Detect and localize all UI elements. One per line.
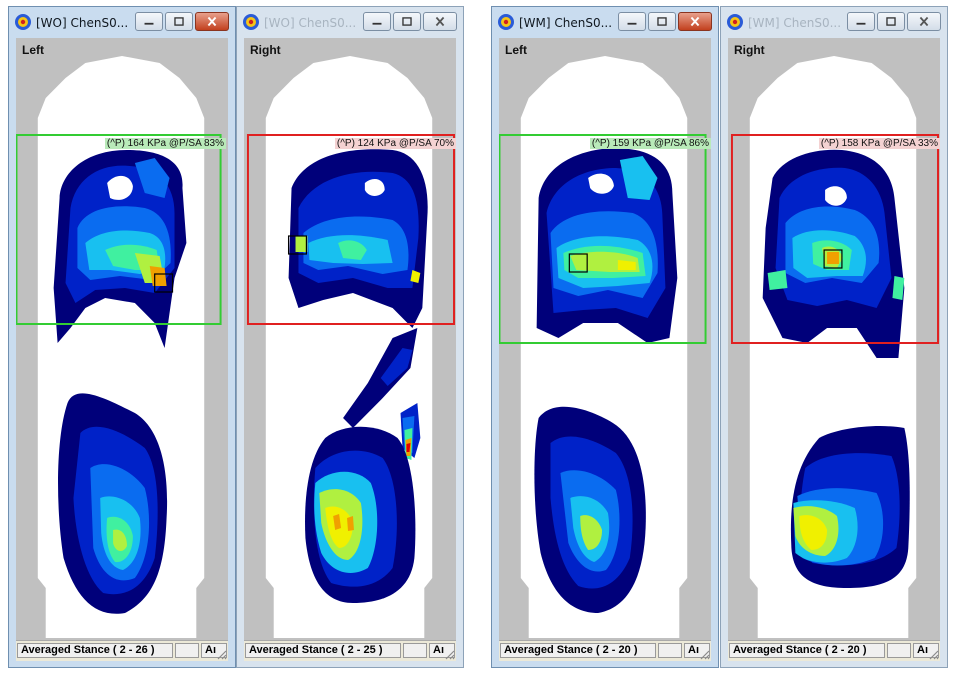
close-icon xyxy=(919,16,929,27)
roi-box[interactable] xyxy=(730,134,940,344)
forefoot-pressure xyxy=(53,150,187,348)
pressure-map[interactable]: Right (^P) 158 KPa @P/SA 33% xyxy=(728,38,940,642)
maximize-button[interactable] xyxy=(648,12,676,31)
insole-outline xyxy=(499,38,711,642)
status-empty-cell xyxy=(403,643,427,658)
insole-outline xyxy=(728,38,940,642)
status-empty-cell xyxy=(175,643,199,658)
pressure-window-wm-right[interactable]: [WM] ChenS0... xyxy=(720,6,948,668)
maximize-icon xyxy=(174,17,184,26)
minimize-button[interactable] xyxy=(363,12,391,31)
pressure-window-wo-left[interactable]: [WO] ChenS0... xyxy=(8,6,236,668)
insole-outline xyxy=(244,38,456,642)
close-button[interactable] xyxy=(678,12,712,31)
status-unit: Aı xyxy=(684,643,710,658)
title-bar[interactable]: [WM] ChenS0... xyxy=(721,7,947,37)
maximize-icon xyxy=(657,17,667,26)
window-title: [WM] ChenS0... xyxy=(748,16,842,30)
maximize-icon xyxy=(402,17,412,26)
close-icon xyxy=(690,16,700,27)
roi-box[interactable] xyxy=(499,134,707,344)
status-unit: Aı xyxy=(913,643,939,658)
resize-grip-icon[interactable] xyxy=(443,648,455,660)
pressure-map[interactable]: Left (^P) 164 KPa @P/SA 83% xyxy=(16,38,228,642)
foot-side-label: Right xyxy=(734,43,765,57)
roi-box[interactable] xyxy=(16,134,222,325)
minimize-button[interactable] xyxy=(618,12,646,31)
window-title: [WO] ChenS0... xyxy=(36,16,129,30)
minimize-icon xyxy=(144,22,154,25)
pressure-heatmap xyxy=(728,38,940,642)
maximize-button[interactable] xyxy=(165,12,193,31)
forefoot-pressure xyxy=(536,148,678,343)
status-bar: Averaged Stance ( 2 - 20 ) Aı xyxy=(499,640,711,661)
resize-grip-icon[interactable] xyxy=(215,648,227,660)
status-bar: Averaged Stance ( 2 - 25 ) Aı xyxy=(244,640,456,661)
maximize-button[interactable] xyxy=(393,12,421,31)
minimize-button[interactable] xyxy=(847,12,875,31)
resize-grip-icon[interactable] xyxy=(698,648,710,660)
app-logo-icon xyxy=(498,14,514,30)
maximize-button[interactable] xyxy=(877,12,905,31)
pressure-window-wo-right[interactable]: [WO] ChenS0... xyxy=(236,6,464,668)
pressure-window-wm-left[interactable]: [WM] ChenS0... xyxy=(491,6,719,668)
close-icon xyxy=(207,16,217,27)
foot-side-label: Left xyxy=(22,43,44,57)
peak-marker xyxy=(568,253,588,273)
app-logo-icon xyxy=(15,14,31,30)
window-title: [WM] ChenS0... xyxy=(519,16,613,30)
maximize-icon xyxy=(886,17,896,26)
window-title: [WO] ChenS0... xyxy=(264,16,357,30)
app-logo-icon xyxy=(727,14,743,30)
peak-marker xyxy=(154,273,174,293)
pressure-map[interactable]: Right (^P) 124 KPa @P/SA 70% xyxy=(244,38,456,642)
foot-side-label: Right xyxy=(250,43,281,57)
pressure-heatmap xyxy=(499,38,711,642)
pressure-map[interactable]: Left (^P) 159 KPa @P/SA 86% xyxy=(499,38,711,642)
status-bar: Averaged Stance ( 2 - 20 ) Aı xyxy=(728,640,940,661)
roi-peak-pressure-label: (^P) 159 KPa @P/SA 86% xyxy=(589,138,711,149)
roi-peak-pressure-label: (^P) 164 KPa @P/SA 83% xyxy=(104,138,226,149)
close-button[interactable] xyxy=(195,12,229,31)
heel-pressure xyxy=(58,393,168,614)
status-unit: Aı xyxy=(429,643,455,658)
heel-pressure xyxy=(534,406,646,613)
heel-pressure xyxy=(305,426,416,603)
stance-status: Averaged Stance ( 2 - 20 ) xyxy=(729,643,885,658)
pressure-heatmap xyxy=(16,38,228,642)
title-bar[interactable]: [WO] ChenS0... xyxy=(237,7,463,37)
pressure-heatmap xyxy=(244,38,456,642)
title-bar[interactable]: [WO] ChenS0... xyxy=(9,7,235,37)
close-icon xyxy=(435,16,445,27)
minimize-button[interactable] xyxy=(135,12,163,31)
heel-pressure xyxy=(790,426,910,588)
status-bar: Averaged Stance ( 2 - 26 ) Aı xyxy=(16,640,228,661)
minimize-icon xyxy=(856,22,866,25)
peak-marker xyxy=(823,249,843,269)
roi-peak-pressure-label: (^P) 124 KPa @P/SA 70% xyxy=(334,138,456,149)
stance-status: Averaged Stance ( 2 - 20 ) xyxy=(500,643,656,658)
roi-box[interactable] xyxy=(246,134,456,325)
midfoot-strip xyxy=(343,328,421,460)
title-bar[interactable]: [WM] ChenS0... xyxy=(492,7,718,37)
status-empty-cell xyxy=(658,643,682,658)
insole-outline xyxy=(16,38,228,642)
status-empty-cell xyxy=(887,643,911,658)
app-logo-icon xyxy=(243,14,259,30)
stance-status: Averaged Stance ( 2 - 25 ) xyxy=(245,643,401,658)
resize-grip-icon[interactable] xyxy=(927,648,939,660)
peak-marker xyxy=(287,235,308,255)
close-button[interactable] xyxy=(423,12,457,31)
status-unit: Aı xyxy=(201,643,227,658)
forefoot-pressure xyxy=(762,149,905,358)
minimize-icon xyxy=(372,22,382,25)
foot-side-label: Left xyxy=(505,43,527,57)
close-button[interactable] xyxy=(907,12,941,31)
forefoot-pressure xyxy=(288,149,428,328)
stance-status: Averaged Stance ( 2 - 26 ) xyxy=(17,643,173,658)
minimize-icon xyxy=(627,22,637,25)
roi-peak-pressure-label: (^P) 158 KPa @P/SA 33% xyxy=(818,138,940,149)
